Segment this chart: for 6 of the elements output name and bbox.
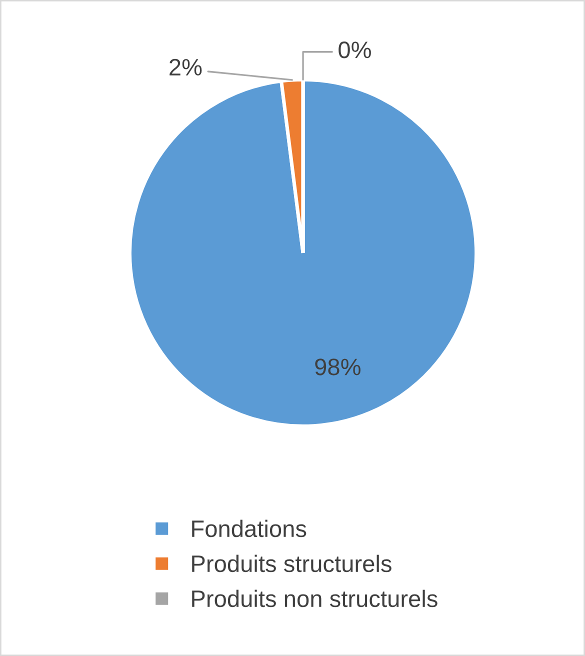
legend-label: Produits non structurels: [192, 590, 438, 608]
legend-label: Produits structurels: [192, 554, 392, 572]
data-label: 2%: [170, 58, 202, 76]
data-label: 98%: [315, 358, 360, 376]
text: 0%: [338, 42, 371, 58]
legend-label: Fondations: [192, 520, 306, 538]
